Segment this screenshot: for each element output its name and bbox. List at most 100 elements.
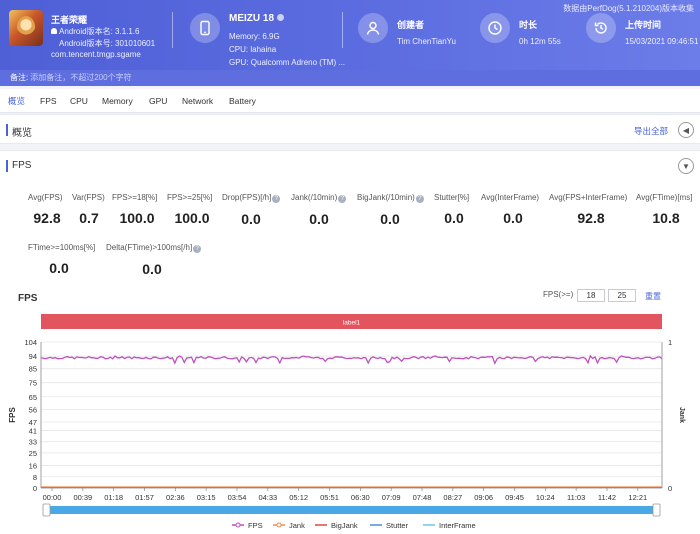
x-tick-label: 03:15 [197,493,216,502]
metric-value: 0.0 [309,211,329,227]
clock-icon [480,13,510,43]
x-tick-label: 12:21 [628,493,647,502]
metric-11: FTime>=100ms[%] 0.0 [28,243,95,276]
help-icon[interactable]: ? [338,195,347,203]
note-bar[interactable]: 备注: 添加备注，不超过200个字符 [0,70,700,86]
x-tick-label: 11:42 [598,493,616,502]
android-version-line: Android版本名: 3.1.1.6 [51,26,139,37]
device-cpu: CPU: lahaina [229,45,277,54]
y-tick-label: 56 [29,405,37,414]
tab-memory[interactable]: Memory [102,96,133,106]
help-icon[interactable]: ? [193,245,202,253]
y-tick-label: 16 [29,462,37,471]
tab-bar: 概览 FPS CPU Memory GPU Network Battery [0,89,700,113]
info-icon [277,14,285,21]
y-tick-label: 65 [29,393,37,402]
metric-value: 100.0 [174,210,210,226]
chevron-down-icon[interactable]: ▼ [678,158,694,174]
x-tick-label: 00:00 [43,493,62,502]
overview-section: 概览 导出全部 ◀ [0,114,700,144]
tab-network[interactable]: Network [182,96,214,106]
tab-gpu[interactable]: GPU [149,96,168,106]
help-icon[interactable]: ? [272,195,281,203]
metric-value: 10.8 [652,210,680,226]
fps-section-title: FPS [12,160,32,171]
metric-value: 0.0 [444,210,464,226]
x-tick-label: 01:18 [104,493,123,502]
y-tick-label: 85 [29,365,37,374]
tab-battery[interactable]: Battery [229,96,256,106]
metric-1: Var(FPS) 0.7 [72,193,106,226]
collapse-left-icon[interactable]: ◀ [678,122,694,138]
metric-8: Avg(InterFrame) 0.0 [481,193,545,226]
reset-button[interactable]: 重置 [645,292,661,301]
fps-section: FPS ▼ [0,150,700,180]
x-tick-label: 10:24 [536,493,555,502]
metric-value: 0.0 [241,211,261,227]
game-name: 王者荣耀 [51,15,88,25]
duration-label: 时长 [519,20,538,30]
y-tick-label: 75 [29,379,37,388]
metric-3: FPS>=25[%] 100.0 [167,193,217,226]
metric-value: 0.0 [380,211,400,227]
metric-5: Jank(/10min)? 0.0 [291,193,347,227]
x-tick-label: 09:45 [505,493,524,502]
help-icon[interactable]: ? [415,195,424,203]
metric-value: 0.0 [49,260,69,276]
history-icon [586,13,616,43]
metric-label: FPS>=18[%] [112,193,158,202]
x-tick-label: 09:06 [474,493,493,502]
y2-axis-title: Jank [678,407,685,423]
range-handle-left[interactable] [42,503,51,517]
label-bar-text: label1 [343,320,361,327]
creator-label: 创建者 [397,20,425,30]
device-title: MEIZU 18 [229,13,285,24]
fps-filter-label: FPS(>=) [543,290,574,299]
metric-10: Avg(FTime)[ms] 10.8 [636,193,696,226]
fps-series-line [40,354,663,365]
x-tick-label: 01:57 [135,493,154,502]
metric-value: 0.7 [79,210,99,226]
tab-overview[interactable]: 概览 [8,96,26,106]
y-tick-label: 47 [29,418,37,427]
android-code-line: Android版本号: 301010601 [59,39,156,48]
tab-fps[interactable]: FPS [40,96,57,106]
metric-6: BigJank(/10min)? 0.0 [357,193,424,227]
android-icon [51,28,57,34]
metric-label: Avg(FPS+InterFrame) [549,193,628,202]
x-tick-label: 11:03 [567,493,585,502]
metric-label: Avg(FPS) [28,193,63,202]
range-handle-right[interactable] [652,503,661,517]
y-tick-label: 41 [29,426,37,435]
header-divider [172,12,173,48]
metric-12: Delta(FTime)>100ms[/h]? 0.0 [106,243,202,277]
metric-label: Stutter[%] [434,193,470,202]
upload-value: 15/03/2021 09:46:51 [625,37,699,46]
tab-cpu[interactable]: CPU [70,96,88,106]
metric-value: 92.8 [33,210,61,226]
label-bar [41,314,662,329]
fps-threshold-input-2[interactable]: 25 [608,289,636,302]
x-tick-label: 03:54 [228,493,247,502]
y-tick-label: 25 [29,449,37,458]
range-slider-track [46,506,657,514]
legend-label: FPS [248,521,263,530]
y2-tick-label: 0 [668,484,672,493]
metric-label: Avg(FTime)[ms] [636,193,693,202]
x-tick-label: 00:39 [73,493,92,502]
legend-marker [235,522,241,528]
y-tick-label: 0 [33,484,37,493]
header-divider [342,12,343,48]
x-tick-label: 05:51 [320,493,339,502]
chart-title: FPS [18,293,38,304]
metric-9: Avg(FPS+InterFrame) 92.8 [549,193,633,226]
export-all-link[interactable]: 导出全部 [633,126,668,136]
note-input[interactable]: 添加备注，不超过200个字符 [30,73,132,82]
game-avatar [9,10,43,46]
x-tick-label: 07:48 [413,493,432,502]
y-tick-label: 94 [29,352,37,361]
y2-tick-label: 1 [668,338,672,347]
report-header: 数据由PerfDog(5.1.210204)版本收集 王者荣耀 Android版… [0,0,700,70]
fps-threshold-input-1[interactable]: 18 [577,289,605,302]
